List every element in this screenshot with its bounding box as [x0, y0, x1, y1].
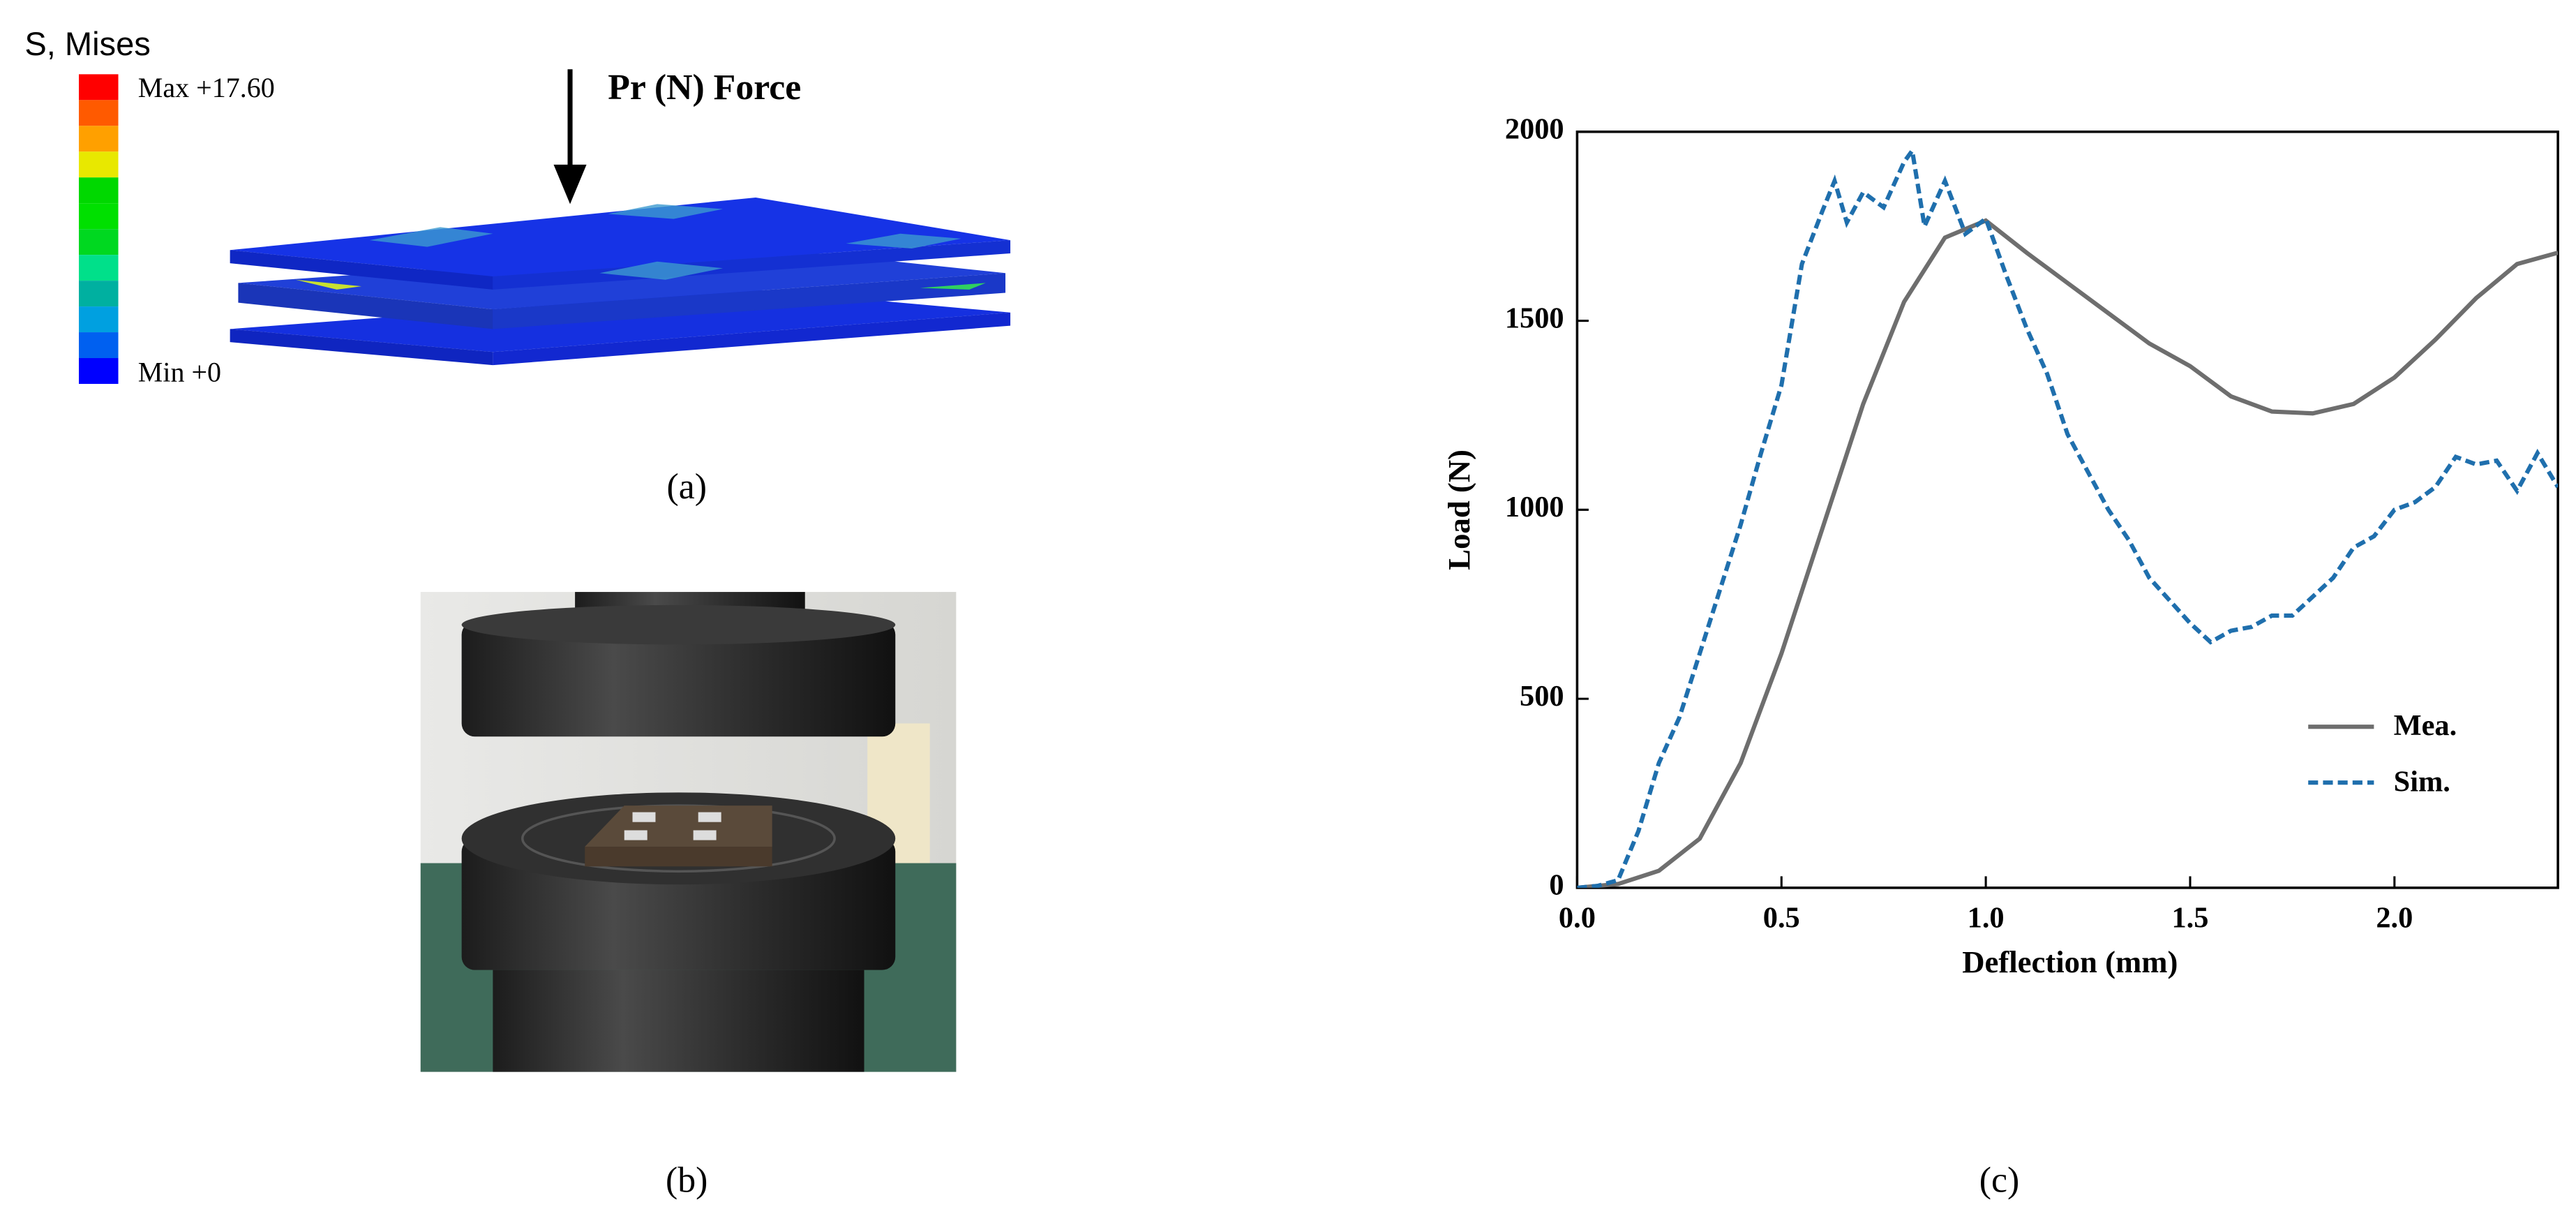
- y-tick-label: 1000: [1505, 491, 1564, 524]
- line-series: [1577, 218, 2559, 888]
- colorbar-segment: [79, 177, 119, 204]
- legend-label: Mea.: [2394, 709, 2457, 742]
- colorbar-segment: [79, 229, 119, 255]
- panel-a: S, Mises Max +17.60 Min +0 Pr (N) Force …: [24, 25, 1011, 507]
- colorbar-segment: [79, 100, 119, 126]
- x-tick-label: 2.0: [2376, 902, 2413, 935]
- x-tick-label: 1.0: [1968, 902, 2005, 935]
- colorbar-segment: [79, 126, 119, 152]
- y-tick-label: 500: [1520, 680, 1564, 713]
- photo-upper-platen: [461, 621, 896, 737]
- y-tick-label: 2000: [1505, 113, 1564, 146]
- photo-base: [493, 970, 864, 1072]
- colorbar-segment: [79, 203, 119, 230]
- y-tick-label: 1500: [1505, 302, 1564, 334]
- colorbar-segment: [79, 151, 119, 178]
- x-axis-label: Deflection (mm): [1962, 944, 2178, 979]
- photo-upper-rim: [461, 604, 896, 645]
- caption-a: (a): [666, 467, 707, 507]
- y-tick-label: 0: [1549, 869, 1564, 902]
- panel-b: (b): [420, 592, 957, 1201]
- fe-model: [230, 197, 1011, 366]
- caption-b: (b): [666, 1161, 707, 1201]
- colorbar-segment: [79, 74, 119, 101]
- line-series: [1577, 145, 2559, 888]
- x-tick-label: 1.5: [2171, 902, 2208, 935]
- force-arrow-head: [553, 164, 587, 205]
- min-label: Min +0: [138, 356, 221, 387]
- y-axis-label: Load (N): [1441, 450, 1476, 570]
- max-label: Max +17.60: [138, 72, 275, 103]
- panel-c: Deflection (mm) Load (N) (c) 0.0 0.5 1.0 1.…: [1441, 113, 2559, 1201]
- colorbar-segment: [79, 306, 119, 333]
- colorbar-segment: [79, 281, 119, 307]
- x-tick-label: 0.0: [1559, 902, 1596, 935]
- legend-label: Sim.: [2394, 765, 2450, 798]
- caption-c: (c): [1979, 1161, 2020, 1201]
- colorbar-segment: [79, 358, 119, 384]
- colorbar: [79, 74, 119, 384]
- colorbar-segment: [79, 255, 119, 281]
- colorbar-segment: [79, 332, 119, 359]
- x-tick-label: 0.5: [1763, 902, 1800, 935]
- legend-title: S, Mises: [24, 25, 151, 62]
- force-label: Pr (N) Force: [608, 68, 801, 107]
